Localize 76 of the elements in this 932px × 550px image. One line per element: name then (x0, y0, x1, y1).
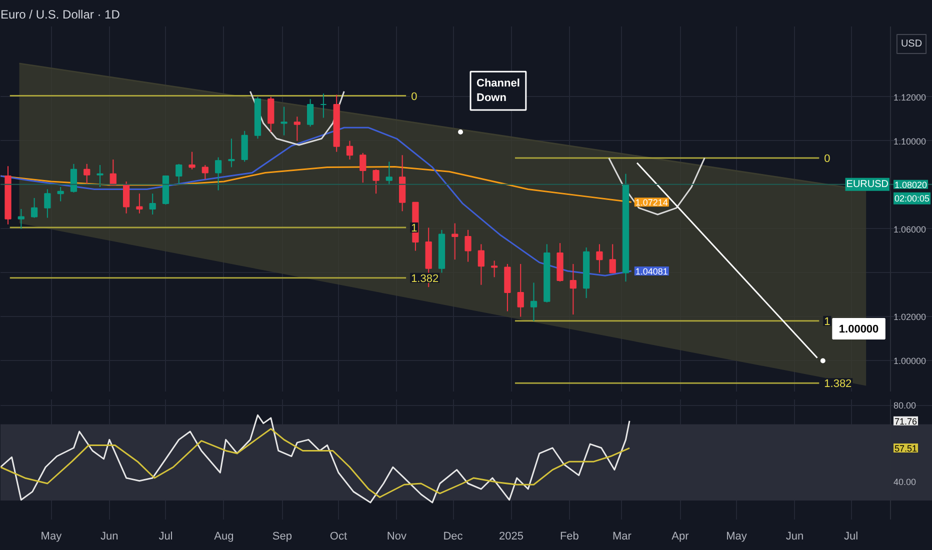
x-tick-label: Jul (158, 530, 173, 542)
x-tick-label: Jun (786, 530, 804, 542)
y-tick-label: 1.02000 (894, 312, 926, 322)
series-label: 1.382 (824, 378, 852, 390)
y-tick-label: 1.12000 (894, 92, 926, 102)
candlestick (609, 244, 616, 274)
data-label: 1.04081 (635, 266, 668, 276)
candlestick (280, 106, 288, 136)
x-tick-label: May (726, 530, 748, 542)
x-tick-label: Sep (272, 530, 292, 542)
candlestick (122, 181, 130, 214)
candlestick (306, 98, 314, 128)
data-label: 1.07214 (635, 198, 668, 208)
candlestick (70, 163, 78, 194)
line-series (0, 166, 632, 203)
candlestick (149, 193, 156, 215)
chart-title: Euro / U.S. Dollar · 1D (0, 8, 120, 22)
candlestick (188, 151, 196, 170)
text: USD (900, 38, 922, 50)
y-tick-label: 1.06000 (894, 224, 926, 234)
x-tick-label: Oct (330, 530, 348, 542)
series-label: 0 (411, 90, 418, 103)
candlestick (202, 164, 208, 180)
line-series (0, 414, 630, 504)
candlestick (491, 260, 498, 278)
candlestick (452, 222, 458, 260)
x-tick-label: Dec (443, 530, 464, 542)
annotation: 57.51 (894, 444, 918, 454)
annotation: EURUSD (846, 178, 889, 190)
candlestick (530, 282, 538, 322)
annotation: Channel Down (476, 78, 520, 104)
candlestick (372, 168, 380, 194)
candlestick (176, 163, 182, 186)
candlestick (320, 93, 327, 118)
y-tick-label: 1.00000 (894, 356, 926, 366)
x-tick-label: Mar (612, 530, 632, 542)
x-tick-label: Apr (672, 530, 690, 542)
candlestick (44, 188, 51, 218)
x-tick-label: May (40, 530, 62, 542)
line-series (0, 428, 630, 498)
candlestick (386, 161, 392, 186)
annotation: 02:00:05 (894, 193, 930, 204)
candlestick (18, 208, 24, 230)
series-label: 1 (411, 222, 418, 234)
series-label: 1.382 (411, 272, 439, 285)
candlestick (57, 186, 64, 202)
series-label: 0 (824, 152, 830, 165)
annotation: 71.76 (894, 416, 918, 426)
candlestick (570, 263, 576, 316)
candlestick (478, 244, 484, 286)
x-tick-label: 2025 (498, 530, 524, 542)
annotation: 1.00000 (838, 324, 879, 336)
candlestick (30, 198, 38, 218)
candlestick (228, 138, 235, 168)
annotation: 1.08020 (894, 180, 928, 190)
candlestick (346, 140, 354, 160)
candlestick (596, 244, 603, 274)
candlestick (214, 156, 222, 191)
candlestick (96, 164, 104, 188)
candlestick (110, 159, 116, 186)
candlestick (294, 116, 300, 142)
candlestick (136, 193, 143, 214)
candlestick (517, 263, 524, 318)
series-label: 1 (824, 316, 830, 328)
x-tick-label: Jun (100, 530, 118, 542)
candlestick (84, 163, 90, 184)
candlestick (464, 229, 472, 262)
x-tick-label: Feb (560, 530, 579, 542)
y-tick-label: 40.00 (894, 476, 916, 487)
x-tick-label: Jul (844, 530, 858, 542)
y-tick-label: 80.00 (894, 400, 916, 411)
line-series (608, 157, 706, 216)
x-tick-label: Aug (214, 530, 234, 542)
candlestick (360, 152, 366, 184)
y-tick-label: 1.10000 (894, 136, 926, 146)
x-tick-label: Nov (386, 530, 407, 542)
